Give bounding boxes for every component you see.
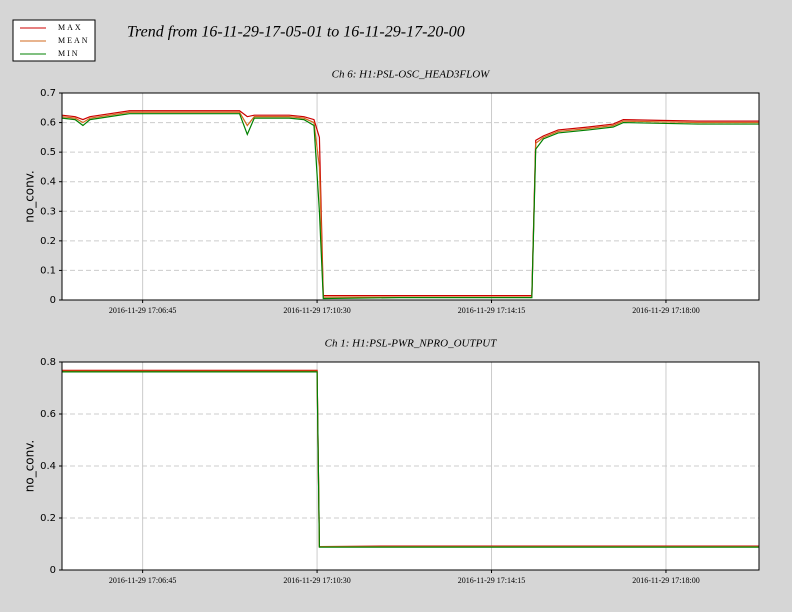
page-title: Trend from 16-11-29-17-05-01 to 16-11-29…: [127, 24, 465, 41]
series-line: [61, 113, 759, 300]
series-line: [61, 110, 759, 297]
x-tick-label: 2016-11-29 17:06:45: [109, 576, 176, 585]
x-tick-label: 2016-11-29 17:06:45: [109, 306, 176, 315]
chart-title: Ch 6: H1:PSL-OSC_HEAD3FLOW: [332, 69, 490, 81]
plot-frame: [61, 361, 760, 571]
y-axis-label: no_conv.: [23, 440, 37, 492]
plot-area: [61, 92, 760, 301]
x-tick-label: 2016-11-29 17:14:15: [458, 306, 525, 315]
x-tick-label: 2016-11-29 17:18:00: [632, 306, 699, 315]
plot-frame: [61, 92, 760, 301]
y-tick-label: 0.6: [40, 409, 56, 420]
legend-label: MAX: [58, 23, 83, 32]
legend-label: MIN: [58, 49, 80, 58]
y-tick-label: 0.7: [40, 88, 56, 99]
y-tick-label: 0: [50, 565, 56, 576]
y-tick-label: 0.2: [40, 513, 56, 524]
legend-label: MEAN: [58, 36, 90, 45]
y-tick-label: 0.4: [40, 461, 56, 472]
x-tick-label: 2016-11-29 17:10:30: [283, 576, 350, 585]
y-tick-label: 0.4: [40, 177, 56, 188]
y-tick-label: 0: [50, 295, 56, 306]
chart-title: Ch 1: H1:PSL-PWR_NPRO_OUTPUT: [325, 338, 498, 350]
x-tick-label: 2016-11-29 17:18:00: [632, 576, 699, 585]
y-tick-label: 0.1: [40, 265, 56, 276]
series-line: [62, 371, 759, 548]
y-tick-label: 0.6: [40, 118, 56, 129]
y-axis-label: no_conv.: [23, 170, 37, 222]
y-tick-label: 0.2: [40, 236, 56, 247]
series-line: [61, 111, 759, 298]
y-tick-label: 0.3: [40, 206, 56, 217]
y-tick-label: 0.5: [40, 147, 56, 158]
x-tick-label: 2016-11-29 17:14:15: [458, 576, 525, 585]
y-tick-label: 0.8: [40, 357, 56, 368]
x-tick-label: 2016-11-29 17:10:30: [283, 306, 350, 315]
